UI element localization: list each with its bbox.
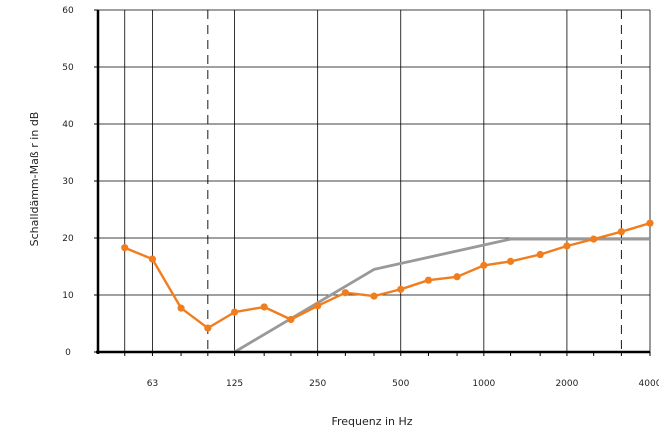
x-tick-label: 2000 [555,379,578,389]
y-tick-label: 40 [62,120,74,130]
y-tick-label: 60 [62,6,74,16]
data-point [341,289,349,297]
grid [98,9,651,353]
data-point [646,219,654,227]
y-tick-label: 0 [65,348,71,358]
series-line-1 [233,237,650,354]
axes [94,9,651,356]
data-point [617,228,625,236]
y-axis-title: Schalldämm-Maß r in dB [28,112,41,247]
data-point [424,276,433,284]
data-point [287,315,295,324]
x-tick-label: 63 [147,379,158,389]
x-tick-label: 500 [392,379,409,389]
x-tick-label: 250 [309,379,326,389]
x-tick-label: 4000 [639,379,659,389]
data-point [536,250,544,259]
data-point [506,257,515,265]
data-point [260,303,268,311]
tick-labels: 0 10 20 30 40 50 60 63 125 250 500 1000 2000 4000 [62,6,659,389]
x-tick-label: 1000 [472,379,495,389]
y-tick-label: 10 [62,291,74,301]
x-tick-label: 125 [226,379,243,389]
y-tick-label: 50 [62,63,74,73]
data-point [563,242,571,250]
data-point [590,235,598,243]
data-point [397,285,405,293]
data-point [230,308,239,316]
data-point [370,292,378,300]
data-point [148,255,157,263]
data-point [121,244,129,252]
data-point [480,261,488,269]
data-point [314,302,322,310]
y-tick-label: 30 [62,177,74,187]
data-point [453,273,461,281]
data-point [177,304,185,312]
x-axis-title: Frequenz in Hz [331,415,412,428]
y-tick-label: 20 [62,234,74,244]
data-point [204,324,212,332]
series-layer [121,219,654,354]
series-line-0 [124,222,651,330]
